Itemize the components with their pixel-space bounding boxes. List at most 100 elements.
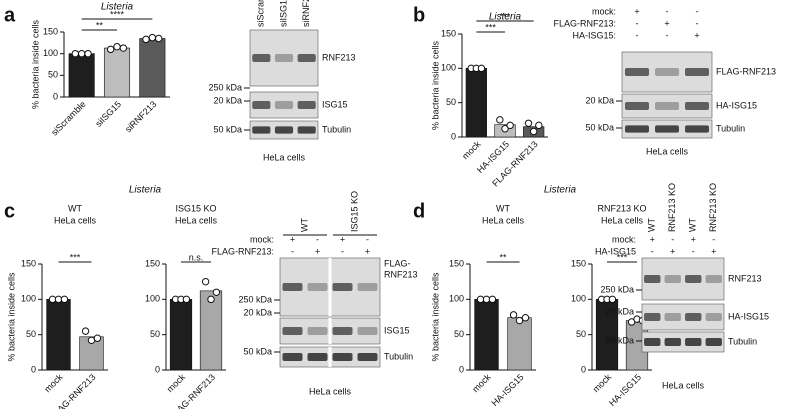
treatment-sign: + — [650, 234, 655, 244]
data-point — [509, 311, 518, 319]
blot-band — [664, 275, 681, 283]
treatment-name: mock: — [592, 6, 616, 16]
y-axis-label: % bacteria inside cells — [30, 19, 40, 109]
significance-label: **** — [110, 9, 125, 19]
panel-letter: d — [413, 200, 425, 222]
y-tick-label: 150 — [145, 258, 160, 268]
treatment-sign: - — [666, 30, 669, 40]
marker-label: 250 kDa — [600, 284, 634, 294]
blot-band — [685, 125, 709, 133]
chart-title: WT — [68, 203, 82, 213]
data-point — [535, 121, 543, 130]
data-point — [93, 334, 102, 342]
data-point — [477, 64, 486, 73]
data-point — [515, 316, 524, 325]
data-point — [84, 49, 92, 58]
treatment-sign: + — [664, 18, 669, 28]
row-label: RNF213 — [322, 52, 356, 62]
treatment-sign: + — [670, 246, 675, 256]
data-point — [608, 295, 617, 304]
blot-band — [274, 101, 294, 109]
treatment-sign: + — [691, 234, 696, 244]
blot-band — [332, 353, 353, 361]
row-label: ISG15 — [384, 325, 410, 335]
blot-band — [357, 353, 378, 361]
data-point — [501, 125, 509, 133]
y-tick-label: 100 — [571, 294, 586, 304]
blot-band — [282, 283, 303, 291]
treatment-sign: + — [365, 246, 370, 256]
blot-band — [644, 275, 661, 283]
row-label: HA-ISG15 — [728, 311, 769, 321]
row-label: HA-ISG15 — [716, 100, 757, 110]
significance-label: ** — [96, 20, 104, 30]
lane-label: RNF213 KO — [708, 183, 718, 232]
blot-band — [274, 126, 294, 134]
treatment-name: mock: — [612, 234, 636, 244]
blot-band — [625, 102, 649, 110]
treatment-sign: - — [341, 246, 344, 256]
y-tick-label: 50 — [150, 329, 160, 339]
blot-band — [297, 101, 316, 109]
marker-label: 50 kDa — [213, 124, 242, 134]
y-tick-label: 150 — [571, 258, 586, 268]
marker-label: 20 kDa — [213, 95, 242, 105]
blot-divider — [328, 347, 332, 367]
lane-label: WT — [647, 218, 657, 232]
treatment-sign: - — [712, 234, 715, 244]
blot-band — [274, 54, 294, 62]
marker-label: 250 kDa — [238, 294, 272, 304]
data-point — [113, 43, 121, 51]
blot-band — [644, 338, 661, 346]
y-tick-label: 0 — [53, 91, 58, 101]
blot-band — [664, 338, 681, 346]
treatment-sign: - — [636, 18, 639, 28]
data-point — [182, 295, 191, 304]
data-point — [87, 336, 96, 345]
data-point — [482, 295, 491, 304]
row-label: RNF213 — [728, 273, 762, 283]
blot-band — [332, 283, 353, 291]
lane-label: WT — [299, 218, 309, 232]
panel-title: Listeria — [544, 185, 577, 196]
bar — [46, 299, 71, 371]
blot-caption: HeLa cells — [309, 386, 352, 396]
y-tick-label: 150 — [21, 258, 36, 268]
y-tick-label: 100 — [145, 294, 160, 304]
blot-band — [705, 313, 722, 321]
blot-band — [307, 353, 328, 361]
data-point — [207, 295, 215, 304]
blot-band — [655, 68, 679, 76]
blot-band — [357, 327, 378, 335]
bar — [507, 317, 532, 371]
lane-label: siISG15 — [278, 0, 288, 27]
data-point — [77, 49, 86, 58]
marker-label: 20 kDa — [243, 307, 272, 317]
blot-band — [625, 68, 649, 76]
y-tick-label: 50 — [454, 329, 464, 339]
lane-label: siRNF213 — [301, 0, 311, 27]
y-tick-label: 50 — [576, 329, 586, 339]
data-point — [54, 295, 63, 304]
y-tick-label: 0 — [31, 364, 36, 374]
bar — [465, 68, 487, 138]
data-point — [524, 119, 533, 127]
data-point — [476, 295, 485, 304]
data-point — [60, 295, 69, 304]
y-axis-label: % bacteria inside cells — [6, 272, 16, 362]
blot-band — [685, 102, 709, 110]
panel-letter: b — [413, 4, 425, 26]
lane-label: RNF213 KO — [667, 183, 677, 232]
data-point — [201, 277, 210, 286]
treatment-sign: + — [290, 234, 295, 244]
treatment-sign: - — [692, 246, 695, 256]
data-point — [142, 35, 150, 44]
y-axis-label: % bacteria inside cells — [430, 40, 440, 130]
chart-subtitle: HeLa cells — [54, 215, 97, 225]
treatment-name: HA-ISG15 — [595, 246, 636, 256]
treatment-sign: - — [666, 6, 669, 16]
row-label: Tubulin — [716, 123, 745, 133]
y-axis-label: % bacteria inside cells — [430, 272, 440, 362]
lane-label: siScramble — [256, 0, 266, 27]
data-point — [529, 127, 538, 136]
